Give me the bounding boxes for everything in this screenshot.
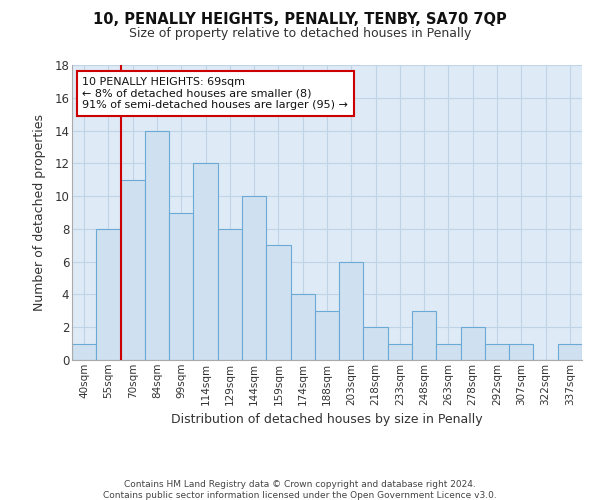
Bar: [96, 229, 121, 360]
Text: Size of property relative to detached houses in Penally: Size of property relative to detached ho…: [129, 28, 471, 40]
Bar: [461, 327, 485, 360]
Bar: [242, 196, 266, 360]
Bar: [388, 344, 412, 360]
Bar: [121, 180, 145, 360]
X-axis label: Distribution of detached houses by size in Penally: Distribution of detached houses by size …: [171, 413, 483, 426]
Bar: [315, 311, 339, 360]
Bar: [193, 164, 218, 360]
Bar: [436, 344, 461, 360]
Text: Contains public sector information licensed under the Open Government Licence v3: Contains public sector information licen…: [103, 491, 497, 500]
Bar: [364, 327, 388, 360]
Bar: [509, 344, 533, 360]
Text: 10, PENALLY HEIGHTS, PENALLY, TENBY, SA70 7QP: 10, PENALLY HEIGHTS, PENALLY, TENBY, SA7…: [93, 12, 507, 28]
Bar: [169, 212, 193, 360]
Bar: [145, 130, 169, 360]
Y-axis label: Number of detached properties: Number of detached properties: [33, 114, 46, 311]
Text: 10 PENALLY HEIGHTS: 69sqm
← 8% of detached houses are smaller (8)
91% of semi-de: 10 PENALLY HEIGHTS: 69sqm ← 8% of detach…: [82, 77, 348, 110]
Text: Contains HM Land Registry data © Crown copyright and database right 2024.: Contains HM Land Registry data © Crown c…: [124, 480, 476, 489]
Bar: [72, 344, 96, 360]
Bar: [218, 229, 242, 360]
Bar: [266, 246, 290, 360]
Bar: [558, 344, 582, 360]
Bar: [485, 344, 509, 360]
Bar: [412, 311, 436, 360]
Bar: [339, 262, 364, 360]
Bar: [290, 294, 315, 360]
